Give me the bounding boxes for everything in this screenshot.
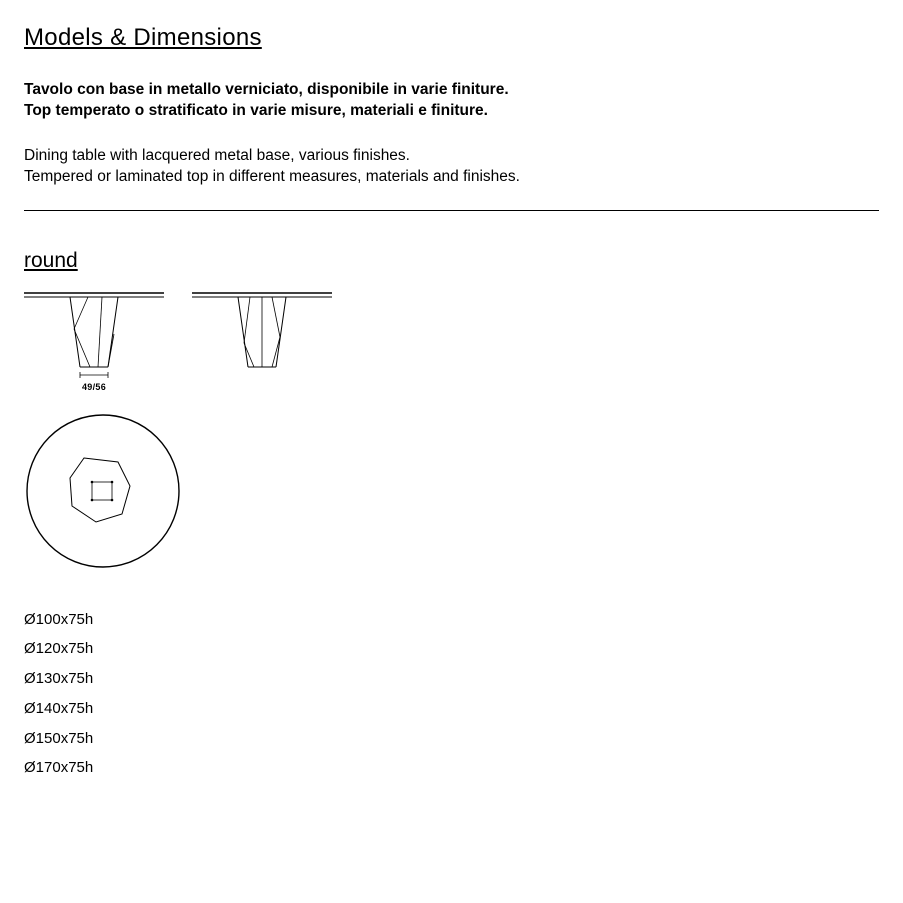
description-it-line1: Tavolo con base in metallo verniciato, d… [24, 80, 879, 101]
size-item: Ø120x75h [24, 635, 879, 663]
variant-heading: round [24, 249, 879, 273]
table-elevation-icon [192, 289, 332, 369]
description-it-line2: Top temperato o stratificato in varie mi… [24, 101, 879, 122]
page-title: Models & Dimensions [24, 24, 879, 52]
table-plan-icon [24, 412, 182, 570]
base-width-label: 49/56 [24, 382, 164, 392]
size-item: Ø170x75h [24, 754, 879, 782]
base-width-dimension: 49/56 [24, 371, 164, 392]
spec-sheet: Models & Dimensions Tavolo con base in m… [0, 0, 903, 782]
description-en-line1: Dining table with lacquered metal base, … [24, 146, 879, 167]
dimension-bar-icon [24, 371, 164, 379]
side-elevations [24, 289, 879, 369]
table-side-view-2 [192, 289, 332, 369]
size-item: Ø140x75h [24, 695, 879, 723]
table-side-view-1 [24, 289, 164, 369]
table-elevation-icon [24, 289, 164, 369]
divider [24, 210, 879, 211]
table-plan-view [24, 412, 879, 570]
description-en-line2: Tempered or laminated top in different m… [24, 167, 879, 188]
description-english: Dining table with lacquered metal base, … [24, 146, 879, 188]
description-italian: Tavolo con base in metallo verniciato, d… [24, 80, 879, 122]
size-item: Ø100x75h [24, 606, 879, 634]
size-item: Ø150x75h [24, 725, 879, 753]
size-item: Ø130x75h [24, 665, 879, 693]
size-list: Ø100x75h Ø120x75h Ø130x75h Ø140x75h Ø150… [24, 606, 879, 783]
